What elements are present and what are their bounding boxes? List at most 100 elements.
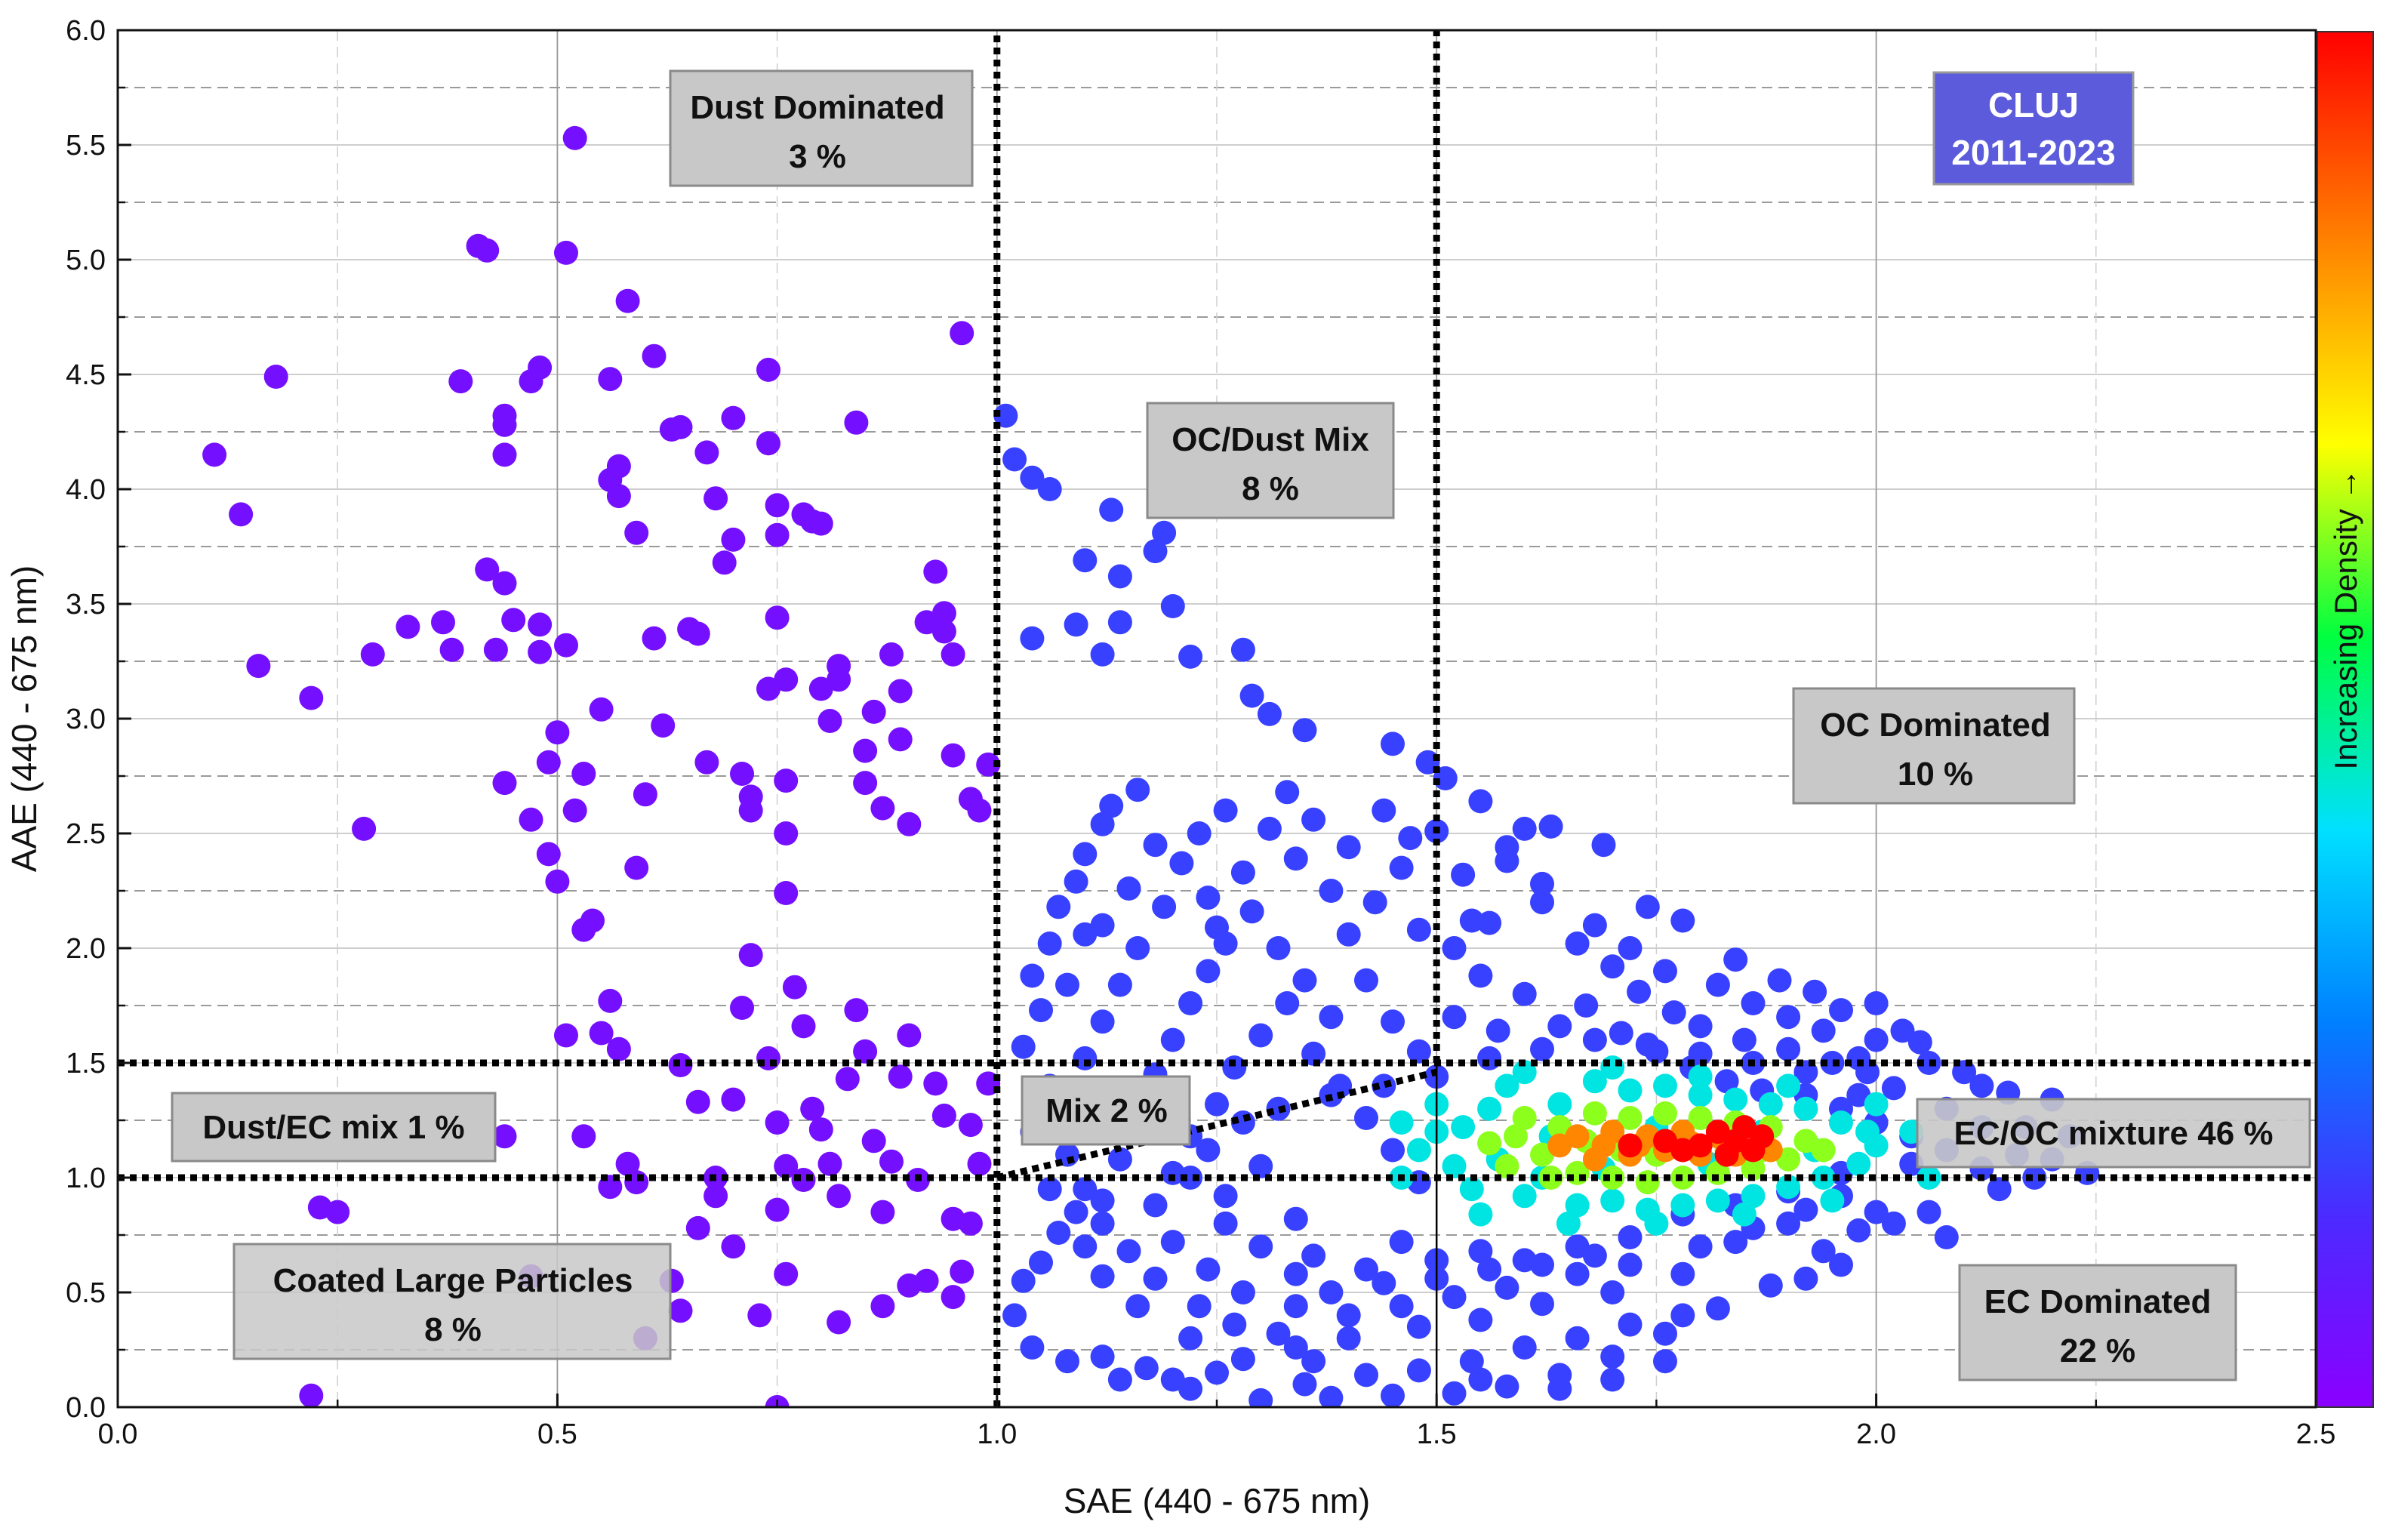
data-point bbox=[554, 1023, 578, 1048]
data-point bbox=[589, 1021, 614, 1046]
data-point bbox=[1107, 1147, 1132, 1172]
data-point bbox=[1178, 644, 1203, 669]
data-point bbox=[1451, 1115, 1476, 1140]
data-point bbox=[1389, 1294, 1414, 1319]
data-point bbox=[967, 1151, 992, 1176]
data-point bbox=[448, 369, 473, 394]
data-point bbox=[1336, 835, 1361, 860]
data-point bbox=[1846, 1218, 1871, 1243]
data-point bbox=[941, 1285, 965, 1310]
data-point bbox=[1582, 1101, 1607, 1126]
data-point bbox=[1477, 1257, 1502, 1282]
data-point bbox=[1239, 899, 1264, 924]
data-point bbox=[1372, 798, 1396, 823]
data-point bbox=[571, 762, 596, 786]
data-point bbox=[1705, 972, 1730, 997]
data-point bbox=[1381, 1009, 1405, 1034]
data-point bbox=[827, 654, 851, 679]
data-point bbox=[1336, 1326, 1361, 1351]
data-point bbox=[229, 502, 254, 527]
data-point bbox=[1319, 879, 1344, 903]
data-point bbox=[1125, 778, 1150, 802]
data-point bbox=[1776, 1073, 1801, 1098]
data-point bbox=[1776, 1036, 1801, 1061]
data-point bbox=[923, 559, 948, 584]
data-point bbox=[1090, 1344, 1115, 1369]
y-tick-label: 6.0 bbox=[66, 15, 106, 47]
data-point bbox=[835, 1067, 860, 1092]
data-point bbox=[1196, 886, 1221, 910]
data-point bbox=[598, 988, 623, 1013]
data-point bbox=[1627, 979, 1652, 1004]
data-point bbox=[1732, 1027, 1756, 1052]
data-point bbox=[1362, 890, 1387, 915]
data-point bbox=[668, 1298, 693, 1323]
data-point bbox=[721, 527, 746, 552]
data-point bbox=[1196, 959, 1221, 984]
data-point bbox=[1468, 1239, 1493, 1264]
data-point bbox=[1213, 1184, 1238, 1209]
data-point bbox=[888, 727, 913, 752]
data-point bbox=[1037, 477, 1062, 501]
data-point bbox=[1152, 520, 1177, 545]
data-point bbox=[528, 355, 553, 380]
data-point bbox=[299, 1383, 324, 1407]
data-point bbox=[782, 975, 807, 999]
data-point bbox=[1090, 1188, 1115, 1213]
data-point bbox=[1486, 1018, 1510, 1043]
data-point bbox=[1178, 1166, 1203, 1190]
data-point bbox=[1055, 972, 1079, 997]
data-point bbox=[730, 762, 754, 786]
data-point bbox=[1917, 1200, 1941, 1224]
data-point bbox=[1495, 1153, 1519, 1178]
data-point bbox=[1213, 931, 1238, 956]
data-point bbox=[1283, 1294, 1308, 1319]
data-point bbox=[1820, 1051, 1845, 1075]
data-point bbox=[1090, 1009, 1115, 1034]
data-point bbox=[774, 768, 799, 793]
data-point bbox=[1741, 991, 1766, 1015]
data-point bbox=[1653, 1349, 1677, 1374]
data-point bbox=[1688, 1106, 1713, 1130]
x-tick-label: 1.5 bbox=[1417, 1418, 1457, 1450]
data-point bbox=[606, 1036, 631, 1061]
data-point bbox=[721, 1087, 746, 1112]
data-point bbox=[1618, 1252, 1643, 1277]
data-point bbox=[1512, 816, 1537, 841]
data-point bbox=[606, 484, 631, 509]
data-point bbox=[1600, 1188, 1625, 1213]
data-point bbox=[1767, 968, 1792, 993]
data-point bbox=[747, 1303, 772, 1328]
data-point bbox=[844, 998, 869, 1023]
data-point bbox=[1090, 812, 1115, 836]
data-point bbox=[1275, 991, 1300, 1015]
data-point bbox=[1776, 1211, 1801, 1236]
y-tick-label: 0.5 bbox=[66, 1277, 106, 1309]
data-point bbox=[1266, 1321, 1291, 1346]
data-point bbox=[1152, 895, 1177, 919]
data-point bbox=[1266, 936, 1291, 960]
data-point bbox=[1248, 1234, 1273, 1259]
station-badge-line1: CLUJ bbox=[1988, 85, 2079, 125]
data-point bbox=[1319, 1005, 1344, 1030]
data-point bbox=[1732, 1202, 1756, 1227]
data-point bbox=[1160, 594, 1185, 618]
y-tick-label: 5.0 bbox=[66, 245, 106, 276]
data-point bbox=[1530, 871, 1554, 896]
data-point bbox=[1776, 1175, 1801, 1200]
data-point bbox=[1354, 1363, 1378, 1388]
data-point bbox=[1582, 1069, 1607, 1094]
data-point bbox=[1750, 1124, 1775, 1149]
data-point bbox=[352, 816, 377, 841]
data-point bbox=[1011, 1268, 1036, 1293]
data-point bbox=[1547, 1376, 1572, 1401]
data-point bbox=[879, 1149, 904, 1174]
data-point bbox=[870, 1200, 895, 1224]
data-point bbox=[1406, 1039, 1431, 1064]
data-point bbox=[1116, 876, 1141, 901]
data-point bbox=[870, 796, 895, 821]
data-point bbox=[475, 238, 500, 263]
data-point bbox=[958, 1211, 983, 1236]
data-point bbox=[642, 626, 667, 651]
data-point bbox=[1107, 1367, 1132, 1392]
